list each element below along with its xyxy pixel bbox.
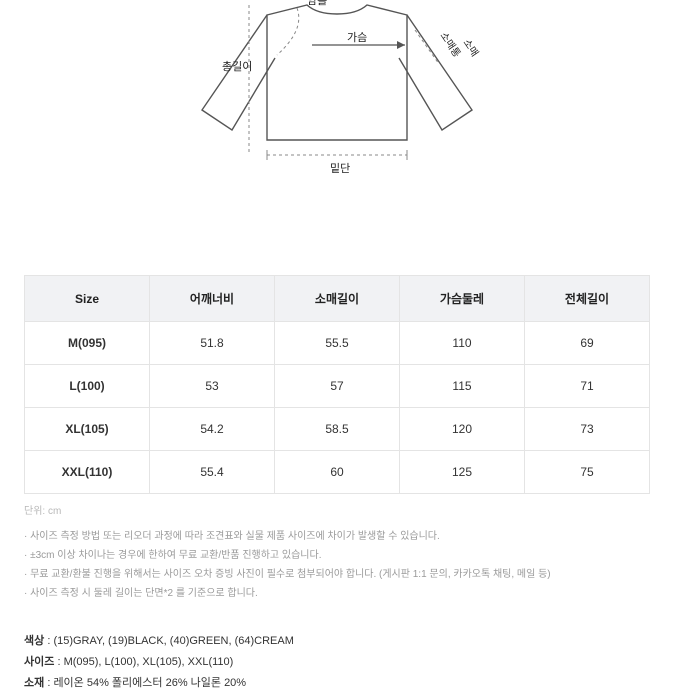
- cell: 73: [525, 408, 650, 451]
- cell: 57: [275, 365, 400, 408]
- specs-block: 색상 : (15)GRAY, (19)BLACK, (40)GREEN, (64…: [0, 603, 674, 694]
- cell: 120: [400, 408, 525, 451]
- note-line: · 무료 교환/환불 진행을 위해서는 사이즈 오차 증빙 사진이 필수로 첨부…: [24, 565, 650, 584]
- spec-material-value: 레이온 54% 폴리에스터 26% 나일론 20%: [53, 677, 246, 689]
- garment-diagram: 총길이 밑단 가슴 암홀 소매통 소매: [0, 0, 674, 215]
- spec-size: 사이즈 : M(095), L(100), XL(105), XXL(110): [24, 652, 650, 673]
- spec-material: 소재 : 레이온 54% 폴리에스터 26% 나일론 20%: [24, 673, 650, 694]
- cell: 125: [400, 451, 525, 494]
- col-chest: 가슴둘레: [400, 276, 525, 322]
- unit-text: 단위: cm: [0, 494, 674, 517]
- cell: 55.5: [275, 322, 400, 365]
- cell: M(095): [25, 322, 150, 365]
- col-sleeve: 소매길이: [275, 276, 400, 322]
- label-hem: 밑단: [330, 162, 350, 175]
- cell: 69: [525, 322, 650, 365]
- spec-color-label: 색상: [24, 635, 44, 647]
- cell: 58.5: [275, 408, 400, 451]
- spec-color: 색상 : (15)GRAY, (19)BLACK, (40)GREEN, (64…: [24, 631, 650, 652]
- table-header-row: Size 어깨너비 소매길이 가슴둘레 전체길이: [25, 276, 650, 322]
- cell: 60: [275, 451, 400, 494]
- cell: 115: [400, 365, 525, 408]
- spec-size-value: M(095), L(100), XL(105), XXL(110): [64, 656, 234, 668]
- cell: 71: [525, 365, 650, 408]
- col-size: Size: [25, 276, 150, 322]
- table-row: XXL(110) 55.4 60 125 75: [25, 451, 650, 494]
- cell: L(100): [25, 365, 150, 408]
- size-table-container: Size 어깨너비 소매길이 가슴둘레 전체길이 M(095) 51.8 55.…: [0, 275, 674, 494]
- table-row: L(100) 53 57 115 71: [25, 365, 650, 408]
- cell: XL(105): [25, 408, 150, 451]
- label-sleeve: 소매: [461, 37, 481, 59]
- cell: 54.2: [150, 408, 275, 451]
- note-line: · 사이즈 측정 시 둘레 길이는 단면*2 를 기준으로 합니다.: [24, 584, 650, 603]
- cell: 55.4: [150, 451, 275, 494]
- note-line: · 사이즈 측정 방법 또는 리오더 과정에 따라 조견표와 실물 제품 사이즈…: [24, 527, 650, 546]
- label-total-length: 총길이: [222, 60, 252, 73]
- table-row: M(095) 51.8 55.5 110 69: [25, 322, 650, 365]
- label-armhole: 암홀: [307, 0, 327, 7]
- cell: 51.8: [150, 322, 275, 365]
- size-table: Size 어깨너비 소매길이 가슴둘레 전체길이 M(095) 51.8 55.…: [24, 275, 650, 494]
- spec-size-label: 사이즈: [24, 656, 54, 668]
- note-line: · ±3cm 이상 차이나는 경우에 한하여 무료 교환/반품 진행하고 있습니…: [24, 546, 650, 565]
- cell: 110: [400, 322, 525, 365]
- col-shoulder: 어깨너비: [150, 276, 275, 322]
- col-length: 전체길이: [525, 276, 650, 322]
- spec-material-label: 소재: [24, 677, 44, 689]
- cell: XXL(110): [25, 451, 150, 494]
- label-chest: 가슴: [347, 31, 367, 44]
- notes-block: · 사이즈 측정 방법 또는 리오더 과정에 따라 조견표와 실물 제품 사이즈…: [0, 517, 674, 603]
- label-sleeve-width: 소매통: [438, 30, 463, 60]
- table-row: XL(105) 54.2 58.5 120 73: [25, 408, 650, 451]
- size-table-body: M(095) 51.8 55.5 110 69 L(100) 53 57 115…: [25, 322, 650, 494]
- cell: 53: [150, 365, 275, 408]
- spec-color-value: (15)GRAY, (19)BLACK, (40)GREEN, (64)CREA…: [53, 635, 293, 647]
- cell: 75: [525, 451, 650, 494]
